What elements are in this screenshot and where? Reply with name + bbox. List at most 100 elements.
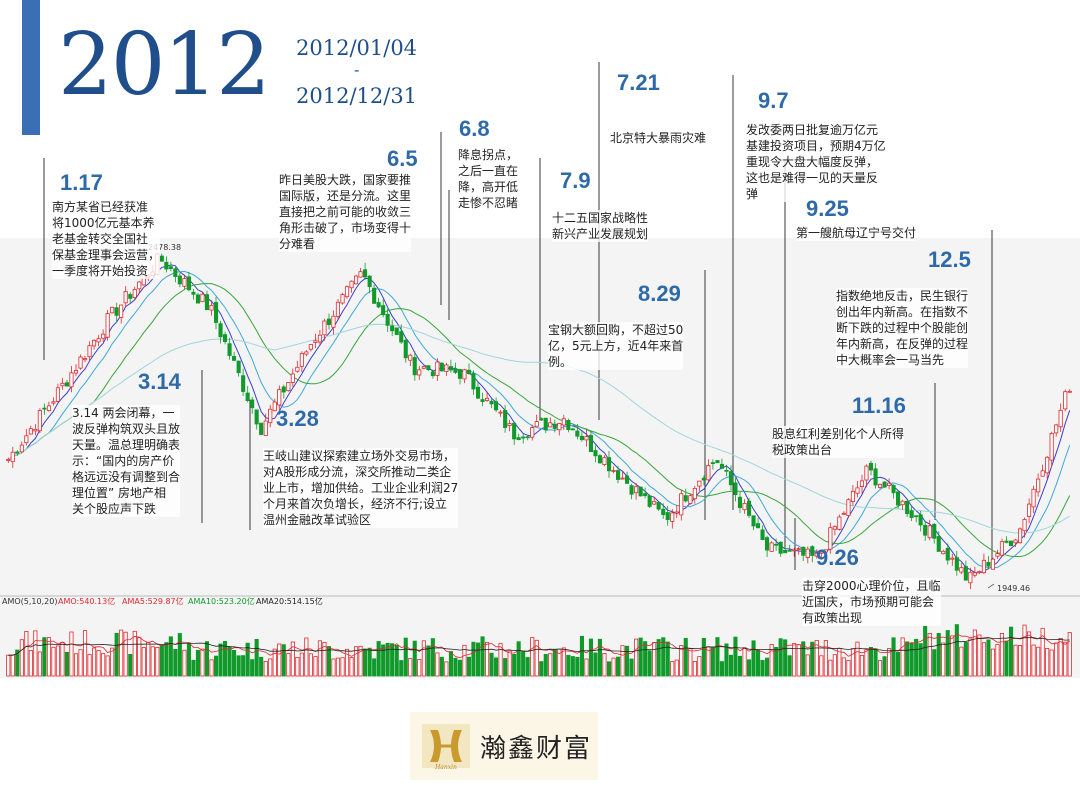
volume-bar bbox=[87, 654, 92, 677]
candle-body bbox=[878, 483, 883, 488]
volume-bar bbox=[534, 639, 539, 677]
volume-bar bbox=[146, 641, 151, 677]
candle-body bbox=[92, 339, 97, 347]
candle-body bbox=[213, 302, 219, 323]
volume-bar bbox=[340, 657, 345, 677]
volume-bar bbox=[313, 656, 318, 677]
volume-ma20-line bbox=[8, 636, 1070, 656]
end-date: 2012/12/31 bbox=[296, 84, 418, 108]
candle-body bbox=[435, 361, 440, 376]
volume-bar bbox=[1018, 645, 1023, 677]
volume-bar bbox=[805, 654, 810, 677]
candle-body bbox=[1049, 432, 1054, 461]
event-date-1116: 11.16 bbox=[852, 393, 906, 418]
candle-body bbox=[426, 365, 431, 371]
event-date-0608: 6.8 bbox=[459, 116, 490, 141]
volume-bar bbox=[905, 641, 910, 677]
volume-bar bbox=[358, 645, 363, 677]
volume-bar bbox=[566, 654, 571, 677]
volume-bar bbox=[353, 646, 359, 677]
candle-body bbox=[1031, 488, 1036, 508]
candle-body bbox=[634, 486, 639, 494]
volume-bar bbox=[688, 648, 693, 677]
volume-bar bbox=[887, 648, 892, 677]
event-text-0907: 发改委两日批复逾万亿元 基建投资项目，预期4万亿 重现令大盘大幅度反弹， 这也是… bbox=[746, 122, 886, 202]
volume-bar bbox=[236, 655, 241, 677]
volume-bar bbox=[51, 646, 56, 677]
brand-sub: Hanxin bbox=[434, 764, 457, 771]
candle-body bbox=[191, 291, 196, 295]
candle-body bbox=[340, 294, 345, 304]
volume-bar bbox=[945, 630, 950, 677]
candle-body bbox=[918, 514, 923, 526]
candle-body bbox=[968, 571, 973, 584]
volume-bar bbox=[250, 659, 255, 677]
volume-bar bbox=[83, 630, 88, 677]
volume-bar bbox=[417, 659, 422, 677]
candle-body bbox=[737, 496, 742, 509]
candle-body bbox=[51, 401, 56, 404]
volume-bar bbox=[137, 637, 142, 677]
candle-body bbox=[805, 548, 810, 558]
high-label: 2478.38 bbox=[148, 243, 181, 252]
volume-bar bbox=[611, 657, 616, 677]
volume-bar bbox=[963, 641, 968, 677]
volume-bar bbox=[55, 645, 60, 677]
candle-body bbox=[864, 465, 869, 481]
volume-bar bbox=[259, 656, 264, 677]
candle-body bbox=[304, 351, 309, 355]
volume-bar bbox=[539, 661, 544, 677]
volume-bar bbox=[394, 645, 399, 677]
volume-bar bbox=[435, 652, 440, 677]
candle-body bbox=[362, 269, 368, 278]
volume-bar bbox=[286, 653, 291, 677]
candle-body bbox=[1036, 478, 1041, 493]
candle-body bbox=[87, 345, 92, 358]
volume-bar bbox=[832, 654, 837, 677]
candle-body bbox=[810, 546, 815, 556]
candle-body bbox=[954, 557, 959, 571]
volume-bar bbox=[647, 650, 652, 677]
candle-body bbox=[873, 468, 878, 486]
volume-bar bbox=[1004, 640, 1009, 677]
low-label: 1949.46 bbox=[997, 584, 1030, 593]
candle-body bbox=[629, 485, 634, 495]
volume-bar bbox=[561, 647, 566, 677]
candle-body bbox=[534, 421, 539, 427]
candle-body bbox=[990, 558, 995, 570]
volume-bar bbox=[177, 633, 182, 677]
candle-body bbox=[69, 372, 74, 388]
candle-body bbox=[611, 470, 616, 472]
volume-bar bbox=[493, 657, 499, 677]
volume-bar bbox=[110, 647, 115, 677]
candle-body bbox=[620, 477, 625, 480]
candle-body bbox=[923, 524, 928, 536]
volume-bar bbox=[466, 656, 471, 677]
candle-body bbox=[381, 305, 386, 316]
candle-body bbox=[33, 428, 38, 432]
volume-bar bbox=[986, 639, 991, 677]
candle-body bbox=[376, 302, 381, 308]
candle-body bbox=[46, 405, 51, 411]
candle-body bbox=[227, 343, 232, 356]
volume-bar bbox=[990, 648, 995, 677]
volume-bar bbox=[602, 653, 607, 677]
volume-bar bbox=[114, 632, 119, 677]
candle-body bbox=[656, 501, 661, 510]
candle-body bbox=[1027, 503, 1032, 518]
candle-body bbox=[570, 428, 575, 431]
volume-bar bbox=[24, 631, 29, 677]
candle-body bbox=[683, 495, 688, 502]
candle-body bbox=[78, 356, 83, 369]
volume-bar bbox=[846, 660, 851, 677]
candle-body bbox=[299, 352, 304, 367]
volume-bar bbox=[674, 659, 679, 677]
event-date-0926: 9.26 bbox=[816, 545, 859, 570]
candle-body bbox=[60, 382, 65, 387]
volume-bar bbox=[643, 641, 648, 677]
volume-bar bbox=[60, 641, 65, 677]
vol-legend-amo-value: AMO:540.13亿 bbox=[58, 596, 115, 606]
event-date-0925: 9.25 bbox=[806, 196, 849, 221]
candle-body bbox=[733, 482, 738, 495]
volume-bar bbox=[46, 637, 51, 677]
